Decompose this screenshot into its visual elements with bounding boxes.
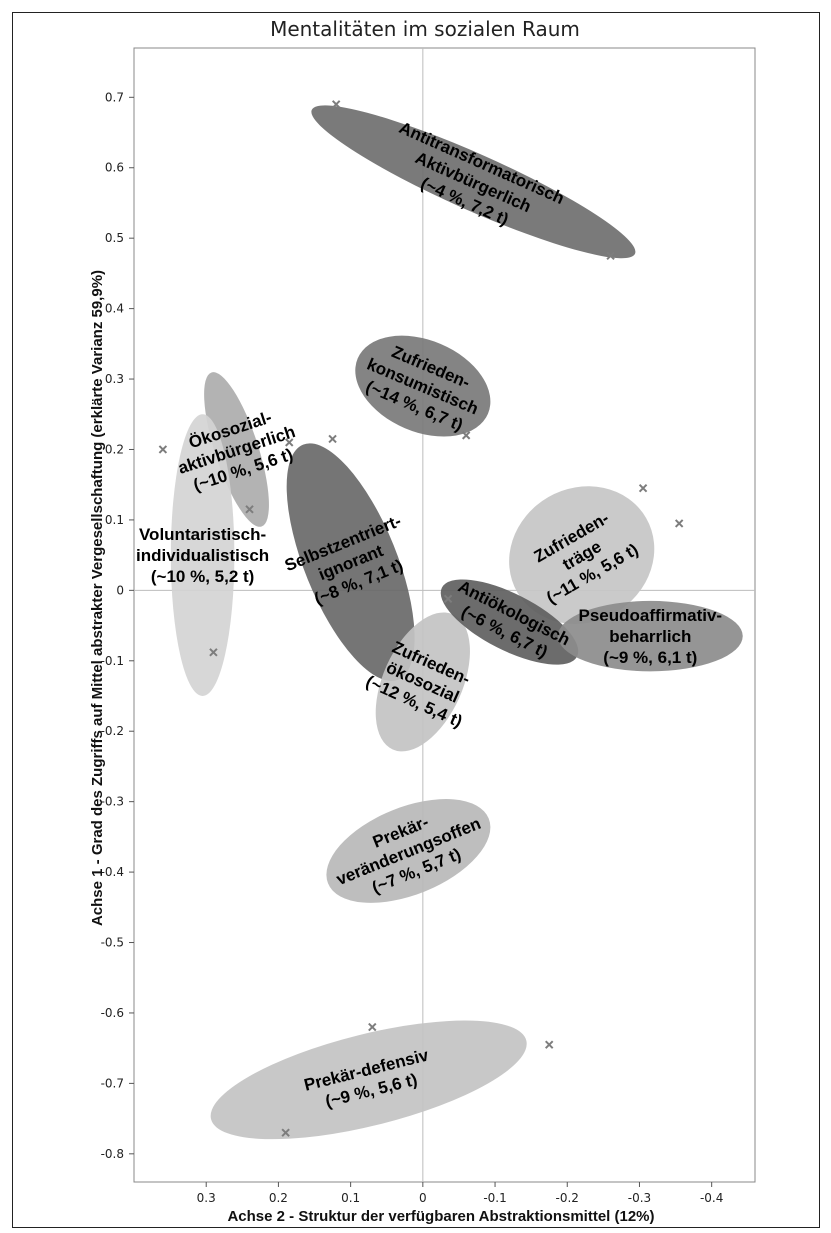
- group-label-3: Voluntaristisch-individualistisch (~10 %,…: [136, 525, 269, 586]
- x-axis-label: Achse 2 - Struktur der verfügbaren Abstr…: [227, 1208, 654, 1225]
- data-point: [158, 445, 168, 454]
- y-tick-label: -0.8: [101, 1147, 124, 1161]
- y-tick-label: 0.5: [105, 231, 124, 245]
- ticks-layer: 0.3 0.2 0.1 0 -0.1 -0.2 -0.3 -0.4 0.7 0.6 0.5 0.4 0.…: [101, 90, 724, 1205]
- group-ellipse-0: [311, 105, 636, 259]
- group-ellipse-8: [557, 600, 743, 672]
- group-ellipse-10: [210, 1020, 527, 1140]
- x-tick-label: -0.4: [700, 1191, 723, 1205]
- x-tick-label: 0.3: [197, 1191, 216, 1205]
- data-point: [544, 1040, 554, 1049]
- y-axis-label: Achse 1 - Grad des Zugriffs auf Mittel a…: [89, 270, 106, 926]
- data-point: [638, 484, 648, 493]
- y-tick-label: -0.1: [101, 654, 124, 668]
- x-tick-label: -0.1: [483, 1191, 506, 1205]
- chart-title: Mentalitäten im sozialen Raum: [270, 17, 580, 41]
- group-ellipse-4: [286, 443, 415, 681]
- y-tick-label: 0.3: [105, 372, 124, 386]
- data-point: [606, 251, 615, 260]
- x-tick-label: 0.2: [269, 1191, 288, 1205]
- x-tick-label: -0.3: [628, 1191, 651, 1205]
- data-point: [281, 1128, 290, 1137]
- x-tick-label: 0.1: [341, 1191, 360, 1205]
- y-tick-label: -0.7: [101, 1076, 124, 1090]
- group-ellipse-9: [326, 799, 491, 903]
- group-ellipse-3: [170, 414, 235, 696]
- data-point: [328, 434, 337, 444]
- data-point: [368, 1022, 377, 1032]
- y-tick-label: 0.6: [105, 161, 124, 175]
- y-tick-label: -0.6: [101, 1006, 124, 1020]
- data-point: [209, 648, 218, 657]
- group-ellipse-2: [204, 372, 269, 527]
- y-tick-label: 0: [116, 583, 124, 597]
- y-tick-label: 0.4: [105, 302, 124, 316]
- data-point: [331, 100, 341, 109]
- data-point: [245, 505, 254, 514]
- data-point: [461, 431, 471, 440]
- points-layer: [158, 100, 684, 1137]
- x-tick-label: -0.2: [556, 1191, 579, 1205]
- group-ellipse-5: [509, 486, 655, 624]
- data-point: [285, 438, 294, 447]
- y-tick-label: -0.5: [101, 936, 124, 950]
- y-tick-label: 0.2: [105, 442, 124, 456]
- group-ellipse-1: [355, 335, 491, 437]
- y-tick-label: 0.1: [105, 513, 124, 527]
- data-point: [674, 519, 684, 528]
- group-ellipse-7: [440, 579, 579, 665]
- data-point: [443, 594, 453, 604]
- groups-layer: [170, 105, 743, 1140]
- x-tick-label: 0: [419, 1191, 427, 1205]
- y-tick-label: -0.3: [101, 795, 124, 809]
- y-tick-label: -0.4: [101, 865, 124, 879]
- y-tick-label: 0.7: [105, 90, 124, 104]
- group-label-8: Pseudoaffirmativ-beharrlich (~9 %, 6,1 t): [578, 606, 722, 667]
- y-tick-label: -0.2: [101, 724, 124, 738]
- group-ellipse-6: [375, 612, 470, 752]
